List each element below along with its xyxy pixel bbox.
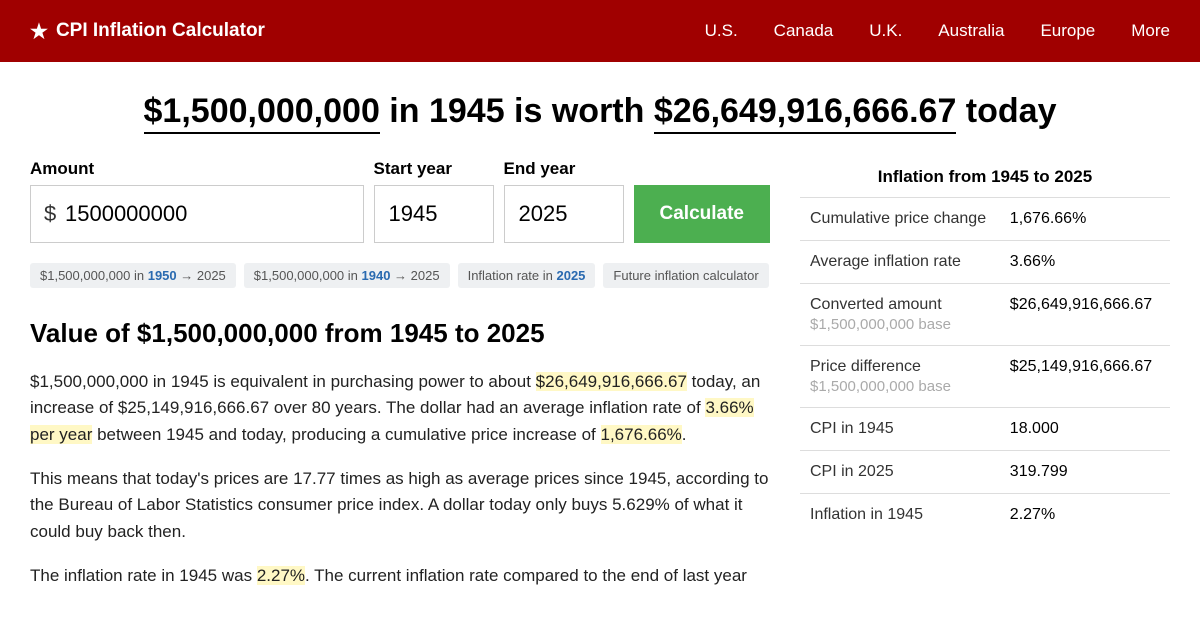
summary-value: 1,676.66% (1000, 198, 1170, 241)
summary-value: 18.000 (1000, 408, 1170, 451)
paragraph-1: $1,500,000,000 in 1945 is equivalent in … (30, 369, 770, 448)
header-bar: ★ CPI Inflation Calculator U.S. Canada U… (0, 0, 1200, 62)
headline-amount-to: $26,649,916,666.67 (654, 92, 957, 134)
amount-label: Amount (30, 159, 364, 179)
summary-value: 3.66% (1000, 241, 1170, 284)
paragraph-2: This means that today's prices are 17.77… (30, 466, 770, 545)
end-year-label: End year (504, 159, 624, 179)
summary-value: 2.27% (1000, 494, 1170, 537)
summary-label: CPI in 2025 (800, 451, 1000, 494)
paragraph-3: The inflation rate in 1945 was 2.27%. Th… (30, 563, 770, 589)
summary-label: Converted amount$1,500,000,000 base (800, 284, 1000, 346)
summary-label: CPI in 1945 (800, 408, 1000, 451)
brand[interactable]: ★ CPI Inflation Calculator (30, 19, 265, 44)
table-row: CPI in 194518.000 (800, 408, 1170, 451)
nav-link-uk[interactable]: U.K. (869, 21, 902, 41)
start-year-input[interactable] (374, 185, 494, 243)
section-title: Value of $1,500,000,000 from 1945 to 202… (30, 318, 770, 349)
calculator-form: Amount $ Start year End year Calculate (30, 159, 770, 243)
summary-title: Inflation from 1945 to 2025 (800, 159, 1170, 197)
page-title: $1,500,000,000 in 1945 is worth $26,649,… (30, 92, 1170, 131)
star-icon: ★ (30, 19, 48, 44)
nav-link-canada[interactable]: Canada (774, 21, 834, 41)
table-row: Inflation in 19452.27% (800, 494, 1170, 537)
summary-table: Cumulative price change1,676.66%Average … (800, 197, 1170, 536)
summary-sublabel: $1,500,000,000 base (810, 316, 990, 333)
chip-1950[interactable]: $1,500,000,000 in 1950 → 2025 (30, 263, 236, 288)
summary-value: $26,649,916,666.67 (1000, 284, 1170, 346)
end-year-input[interactable] (504, 185, 624, 243)
summary-panel: Inflation from 1945 to 2025 Cumulative p… (800, 159, 1170, 607)
chip-future[interactable]: Future inflation calculator (603, 263, 768, 288)
currency-symbol: $ (44, 201, 56, 227)
nav: U.S. Canada U.K. Australia Europe More (705, 21, 1170, 41)
quick-links: $1,500,000,000 in 1950 → 2025 $1,500,000… (30, 263, 770, 288)
start-year-label: Start year (374, 159, 494, 179)
summary-label: Inflation in 1945 (800, 494, 1000, 537)
chip-rate-2025[interactable]: Inflation rate in 2025 (458, 263, 596, 288)
summary-value: 319.799 (1000, 451, 1170, 494)
chip-1940[interactable]: $1,500,000,000 in 1940 → 2025 (244, 263, 450, 288)
brand-text: CPI Inflation Calculator (56, 20, 265, 42)
headline-amount-from: $1,500,000,000 (144, 92, 380, 134)
table-row: CPI in 2025319.799 (800, 451, 1170, 494)
nav-link-us[interactable]: U.S. (705, 21, 738, 41)
summary-sublabel: $1,500,000,000 base (810, 378, 990, 395)
summary-label: Price difference$1,500,000,000 base (800, 346, 1000, 408)
summary-label: Average inflation rate (800, 241, 1000, 284)
summary-value: $25,149,916,666.67 (1000, 346, 1170, 408)
table-row: Converted amount$1,500,000,000 base$26,6… (800, 284, 1170, 346)
table-row: Cumulative price change1,676.66% (800, 198, 1170, 241)
calculate-button[interactable]: Calculate (634, 185, 770, 243)
summary-label: Cumulative price change (800, 198, 1000, 241)
nav-link-more[interactable]: More (1131, 21, 1170, 41)
amount-input[interactable] (30, 185, 364, 243)
table-row: Price difference$1,500,000,000 base$25,1… (800, 346, 1170, 408)
nav-link-australia[interactable]: Australia (938, 21, 1004, 41)
nav-link-europe[interactable]: Europe (1040, 21, 1095, 41)
table-row: Average inflation rate3.66% (800, 241, 1170, 284)
